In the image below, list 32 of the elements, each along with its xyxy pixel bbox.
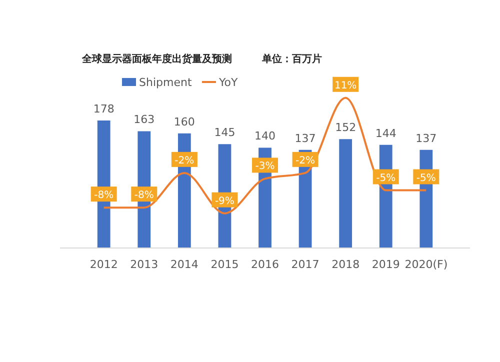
chart-subtitle: 单位：百万片 (261, 53, 322, 65)
data-label: 11% (334, 80, 357, 92)
data-label: 140 (254, 130, 276, 143)
x-tick-label: 2020(F) (404, 258, 448, 271)
x-tick-label: 2012 (90, 258, 118, 271)
chart-title: 全球显示器面板年度出货量及预测 (81, 53, 232, 65)
legend-label: YoY (218, 76, 238, 89)
x-tick-label: 2014 (170, 258, 198, 271)
data-label: -5% (376, 172, 396, 184)
data-label: -2% (174, 155, 194, 166)
data-label: -5% (416, 172, 436, 184)
data-label: 145 (214, 126, 236, 140)
data-label: -2% (296, 155, 316, 166)
data-label: -3% (255, 161, 275, 172)
data-label: 152 (335, 121, 356, 134)
x-tick-label: 2019 (372, 258, 400, 271)
data-label: 160 (174, 115, 195, 128)
data-label: -8% (94, 190, 114, 202)
data-label: 163 (134, 113, 155, 126)
x-tick-label: 2018 (332, 258, 360, 271)
data-label: -8% (134, 190, 154, 202)
data-label: 137 (294, 132, 316, 145)
x-tick-label: 2015 (210, 258, 239, 271)
bar (339, 139, 352, 248)
data-label: -9% (214, 196, 234, 207)
x-tick-label: 2016 (251, 258, 279, 271)
data-label: 137 (416, 132, 437, 145)
data-label: 178 (93, 102, 114, 116)
legend-label: Shipment (139, 76, 192, 89)
x-tick-label: 2017 (291, 258, 320, 271)
data-label: 144 (375, 126, 396, 140)
x-tick-label: 2013 (130, 258, 158, 271)
